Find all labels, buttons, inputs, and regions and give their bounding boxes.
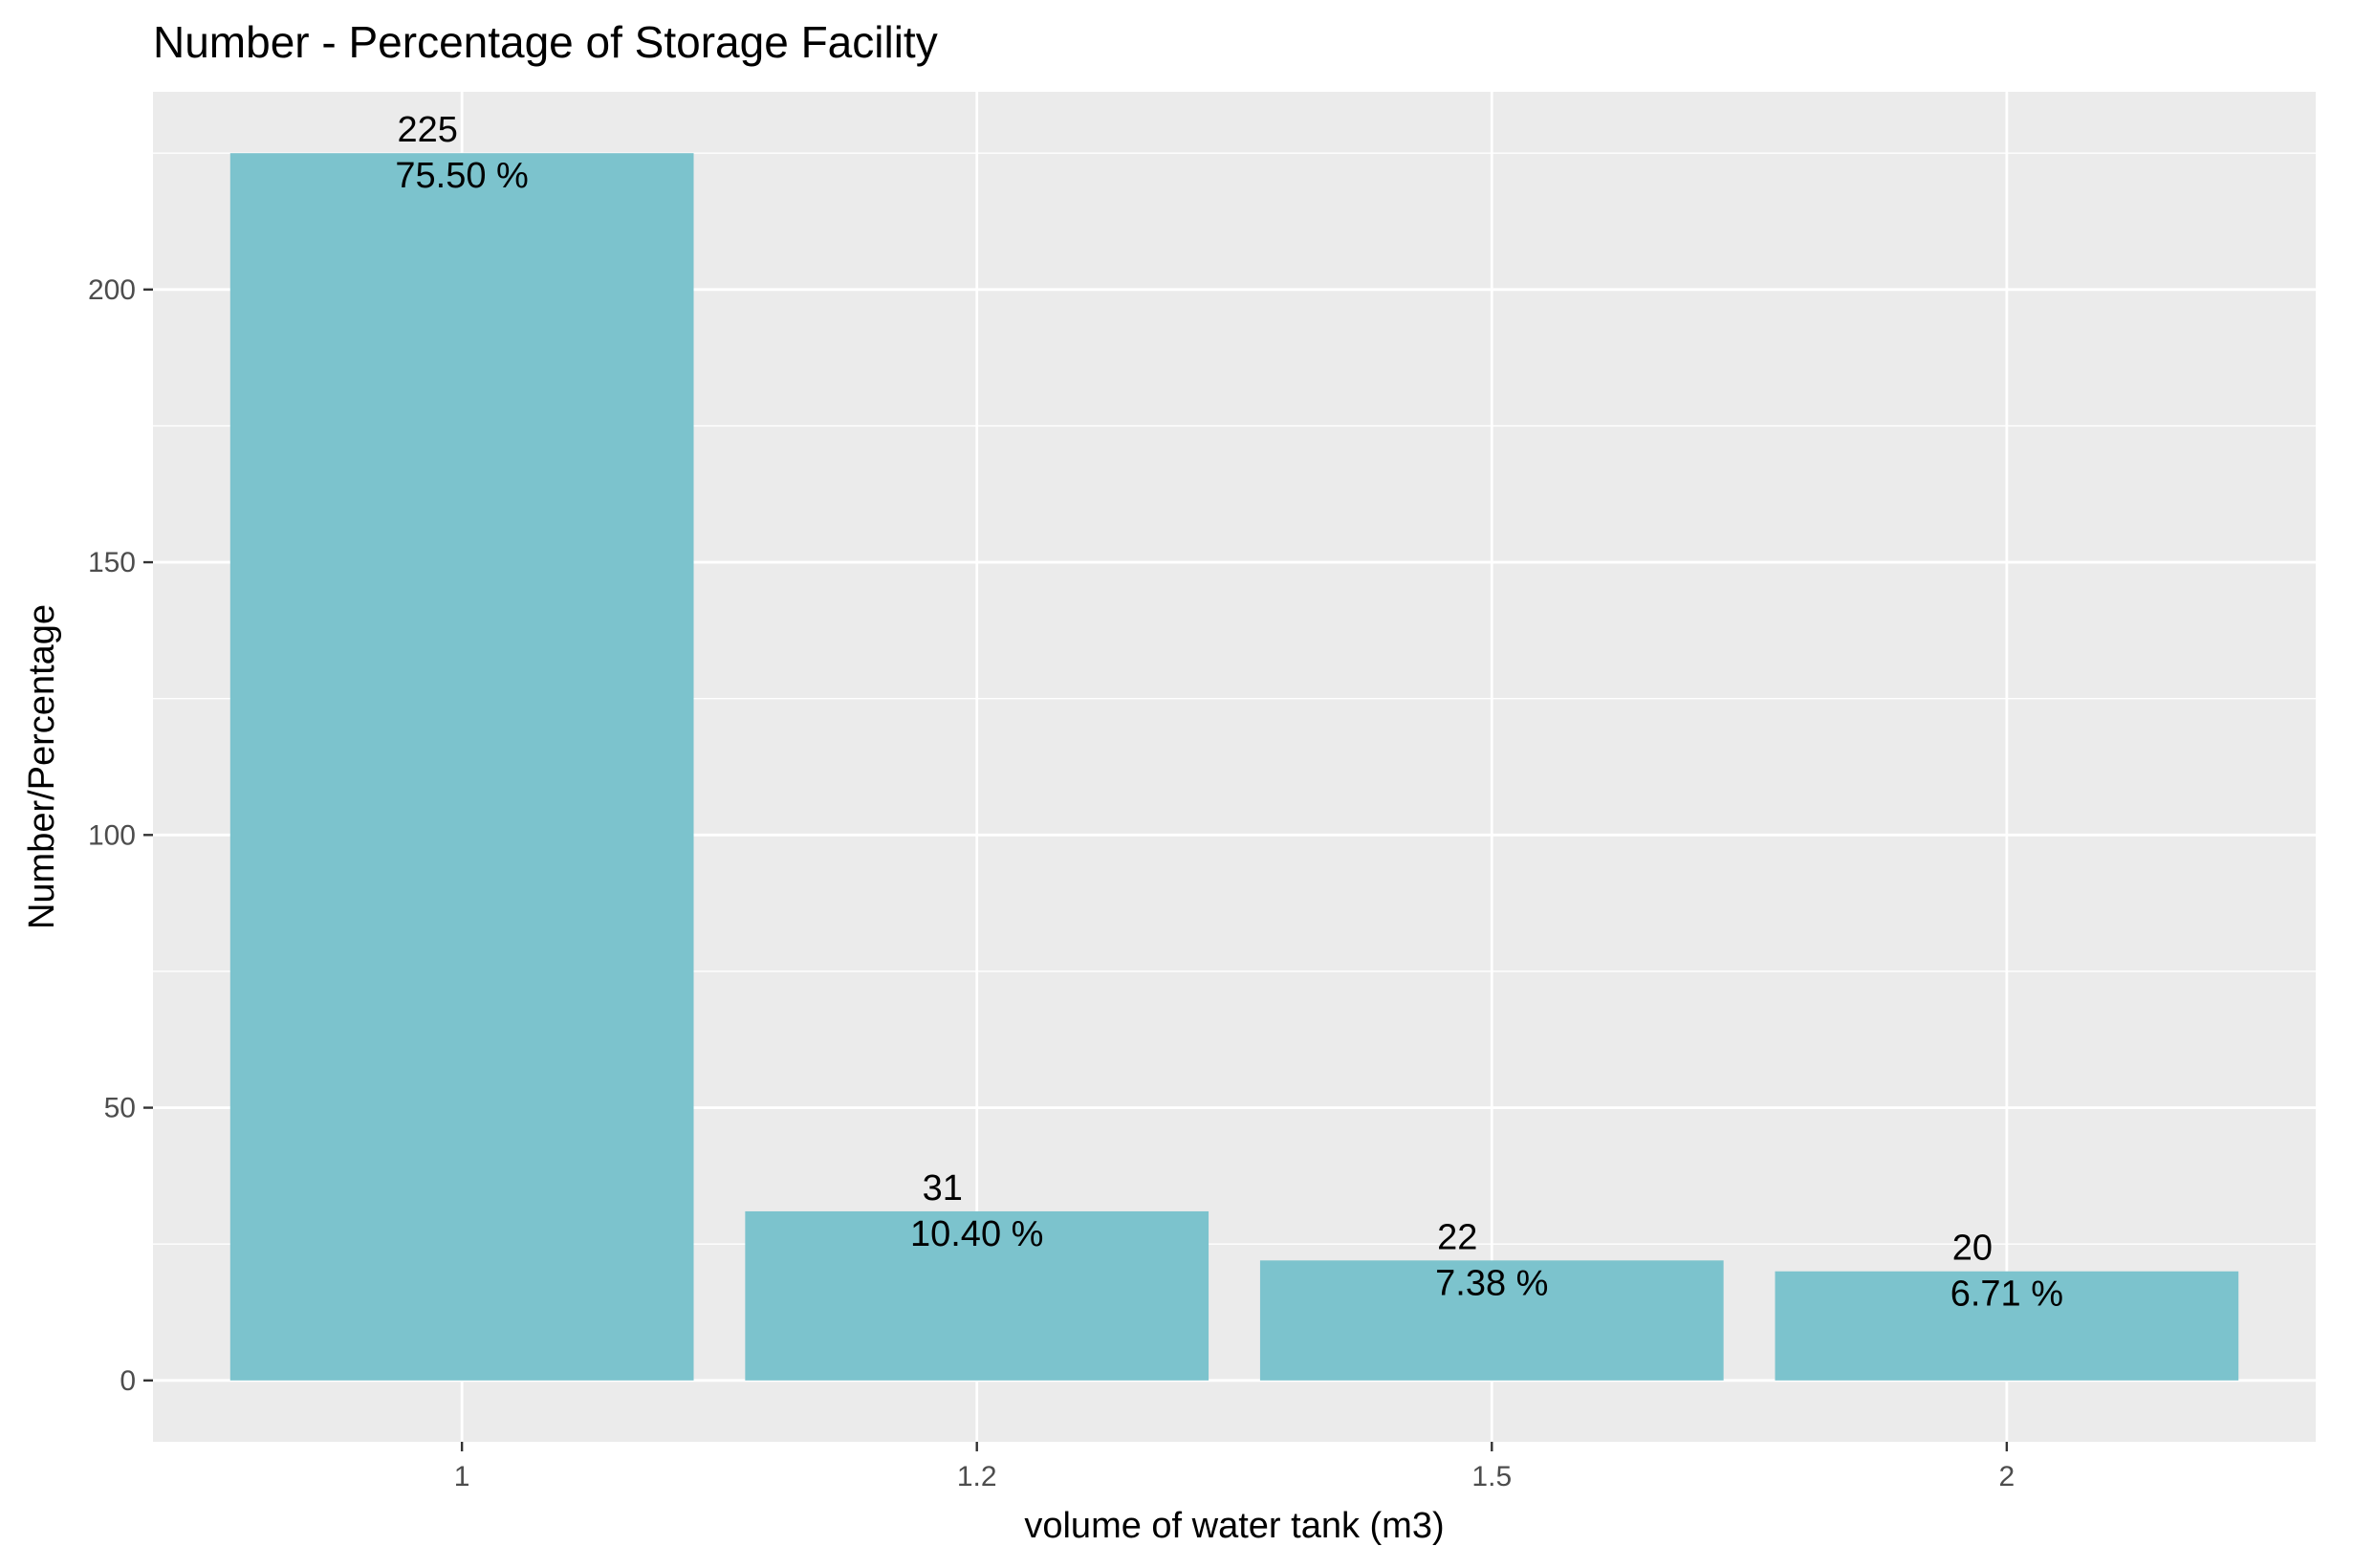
x-tick-label: 2 (1999, 1461, 2015, 1492)
x-tick-label: 1.5 (1471, 1461, 1512, 1492)
y-axis-title: Number/Percentage (22, 604, 62, 929)
bars (229, 153, 2239, 1381)
y-tick-label: 150 (88, 547, 136, 578)
bar-count-label: 225 (397, 110, 457, 150)
bar-count-label: 20 (1952, 1229, 1993, 1269)
chart-title: Number - Percentage of Storage Facility (153, 17, 938, 67)
bar (745, 1210, 1209, 1381)
y-axis: 0 50 100 150 200 (88, 274, 153, 1397)
bar-percent-label: 75.50 % (395, 156, 528, 196)
y-tick-label: 100 (88, 819, 136, 851)
x-tick-label: 1.2 (957, 1461, 997, 1492)
bar (1259, 1260, 1724, 1381)
bar-percent-label: 7.38 % (1435, 1263, 1548, 1303)
bar-percent-label: 6.71 % (1950, 1274, 2063, 1315)
bar-labels: 225 75.50 % 31 10.40 % 22 7.38 % 20 6.71 % (395, 110, 2063, 1315)
y-tick-label: 50 (104, 1093, 136, 1124)
x-tick-label: 1 (454, 1461, 470, 1492)
bar-count-label: 22 (1437, 1217, 1477, 1257)
bar-count-label: 31 (923, 1168, 963, 1209)
x-axis: 1 1.2 1.5 2 (454, 1442, 2015, 1492)
bar (229, 153, 694, 1381)
bar (1775, 1271, 2239, 1381)
y-tick-label: 200 (88, 274, 136, 306)
bar-percent-label: 10.40 % (910, 1214, 1043, 1254)
y-tick-label: 0 (120, 1365, 136, 1397)
x-axis-title: volume of water tank (m3) (1024, 1506, 1444, 1546)
